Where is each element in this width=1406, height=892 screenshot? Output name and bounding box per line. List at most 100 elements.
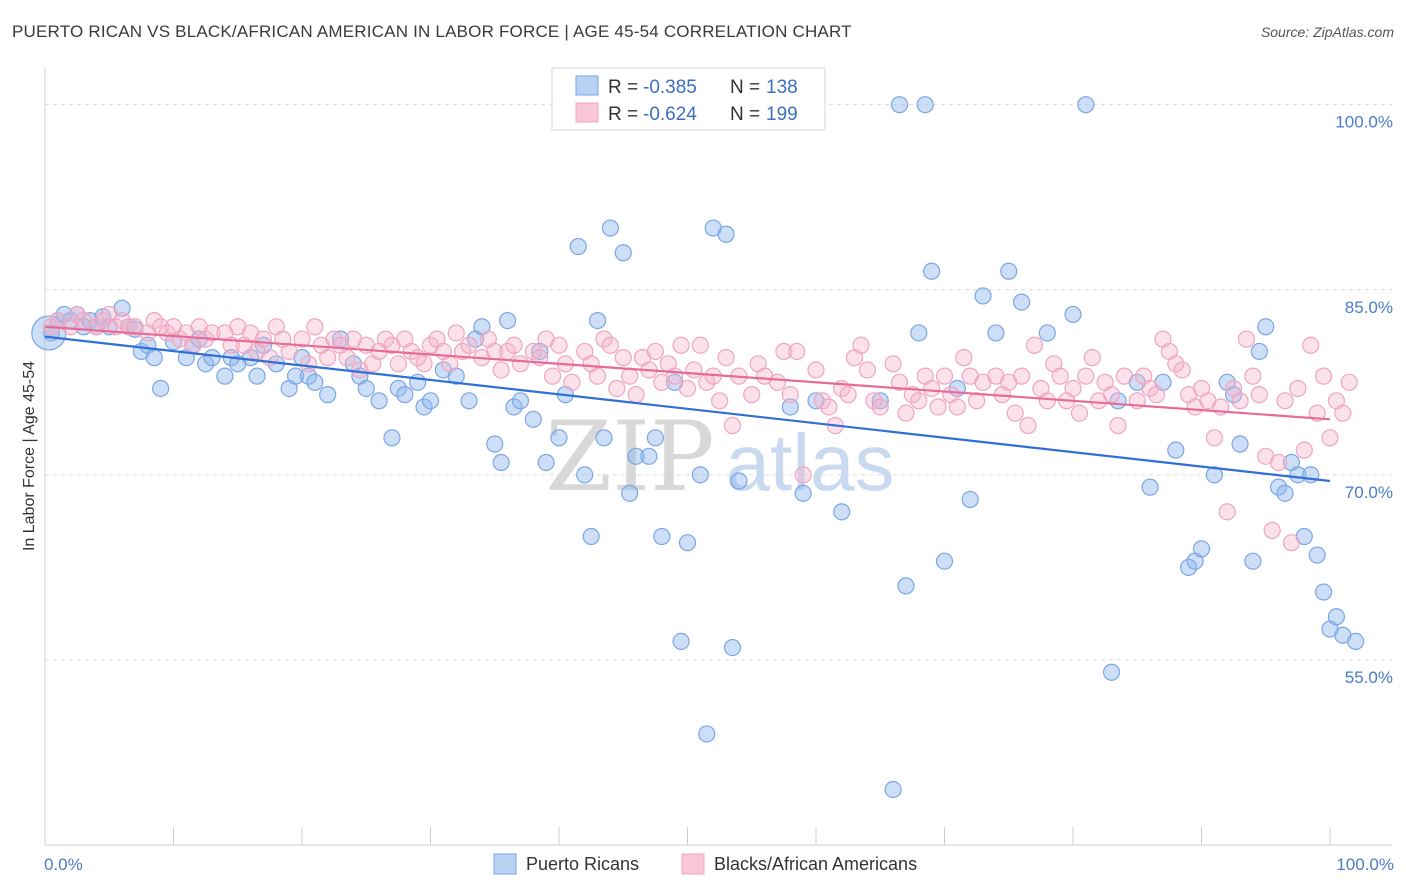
black-point-177 bbox=[1269, 453, 1288, 472]
legend-r-label-2: R = bbox=[608, 104, 638, 125]
black-point-34 bbox=[293, 330, 311, 348]
black-point-184 bbox=[1314, 367, 1333, 385]
black-point-181 bbox=[1295, 441, 1313, 459]
black-point-82 bbox=[621, 367, 639, 385]
black-point-107 bbox=[794, 466, 812, 484]
black-point-106 bbox=[788, 342, 806, 361]
black-point-148 bbox=[1077, 367, 1095, 385]
puerto-rican-point-118 bbox=[1231, 435, 1249, 453]
black-point-118 bbox=[871, 398, 889, 416]
bottom-legend-swatch-puerto-ricans bbox=[493, 853, 517, 875]
legend-r-value-1: -0.385 bbox=[643, 77, 697, 98]
puerto-rican-point-93 bbox=[910, 324, 928, 342]
black-point-169 bbox=[1218, 503, 1236, 521]
puerto-rican-point-77 bbox=[678, 534, 697, 552]
puerto-rican-point-98 bbox=[961, 490, 979, 509]
black-point-161 bbox=[1167, 355, 1185, 373]
black-point-47 bbox=[376, 330, 395, 348]
puerto-rican-point-112 bbox=[1180, 558, 1198, 576]
puerto-rican-point-109 bbox=[1141, 478, 1159, 496]
black-point-146 bbox=[1064, 379, 1082, 398]
black-point-122 bbox=[903, 386, 921, 404]
black-point-89 bbox=[666, 367, 684, 385]
puerto-rican-point-66 bbox=[588, 312, 607, 330]
puerto-rican-point-55 bbox=[505, 398, 523, 416]
black-point-22 bbox=[203, 324, 221, 342]
black-point-157 bbox=[1141, 379, 1159, 398]
black-point-179 bbox=[1282, 534, 1301, 552]
black-point-49 bbox=[389, 355, 407, 373]
black-point-158 bbox=[1147, 386, 1166, 404]
legend-r-value-2: -0.624 bbox=[643, 104, 697, 125]
black-point-10 bbox=[119, 318, 138, 336]
puerto-rican-point-86 bbox=[794, 484, 812, 502]
black-point-147 bbox=[1070, 404, 1089, 422]
puerto-rican-point-122 bbox=[1269, 478, 1288, 496]
black-point-36 bbox=[306, 318, 324, 336]
black-point-138 bbox=[1012, 367, 1031, 385]
y-tick-label-3: 55.0% bbox=[1345, 668, 1393, 687]
puerto-rican-point-102 bbox=[1012, 293, 1031, 311]
puerto-rican-point-129 bbox=[1314, 583, 1333, 601]
puerto-rican-point-133 bbox=[1347, 632, 1365, 651]
black-point-91 bbox=[678, 379, 697, 398]
black-point-86 bbox=[646, 342, 664, 361]
black-point-125 bbox=[923, 379, 941, 398]
puerto-rican-point-27 bbox=[248, 367, 266, 385]
puerto-rican-point-42 bbox=[389, 379, 407, 398]
black-point-38 bbox=[319, 349, 337, 367]
black-point-172 bbox=[1237, 330, 1256, 348]
black-point-139 bbox=[1019, 416, 1037, 435]
black-point-104 bbox=[775, 342, 793, 361]
black-point-187 bbox=[1334, 404, 1352, 422]
watermark: ZIP atlas bbox=[545, 401, 894, 513]
black-point-130 bbox=[955, 349, 973, 367]
black-point-100 bbox=[743, 386, 761, 404]
puerto-rican-point-100 bbox=[987, 324, 1005, 342]
black-point-71 bbox=[543, 367, 562, 385]
puerto-rican-point-111 bbox=[1167, 441, 1185, 459]
black-point-64 bbox=[492, 361, 510, 379]
watermark-zip: ZIP bbox=[545, 401, 714, 513]
puerto-rican-point-65 bbox=[582, 527, 600, 546]
black-point-167 bbox=[1205, 429, 1223, 447]
black-point-154 bbox=[1115, 367, 1134, 385]
black-trend-line bbox=[44, 325, 1331, 421]
legend-n-value-2: 199 bbox=[766, 104, 798, 125]
puerto-rican-point-60 bbox=[550, 429, 568, 447]
black-point-29 bbox=[254, 330, 273, 348]
black-point-110 bbox=[820, 398, 838, 416]
y-axis-label: In Labor Force | Age 45-54 bbox=[21, 361, 38, 551]
black-point-115 bbox=[852, 336, 870, 354]
puerto-rican-trend-line bbox=[44, 335, 1331, 483]
black-point-97 bbox=[717, 349, 735, 367]
puerto-rican-point-56 bbox=[511, 392, 530, 410]
puerto-rican-point-39 bbox=[357, 379, 375, 398]
chart-source: Source: ZipAtlas.com bbox=[1260, 24, 1394, 40]
puerto-rican-point-78 bbox=[691, 466, 709, 484]
puerto-rican-point-105 bbox=[1077, 96, 1095, 114]
black-point-153 bbox=[1109, 416, 1127, 435]
bottom-legend-label-puerto-ricans: Puerto Ricans bbox=[526, 854, 639, 874]
puerto-rican-point-96 bbox=[935, 552, 954, 570]
puerto-rican-point-52 bbox=[486, 435, 504, 453]
black-point-180 bbox=[1289, 379, 1307, 398]
black-point-109 bbox=[813, 392, 832, 410]
legend-swatch-puerto-ricans bbox=[575, 75, 599, 96]
puerto-rican-point-92 bbox=[897, 577, 915, 595]
x-tick-label-0: 0.0% bbox=[44, 855, 83, 874]
puerto-rican-point-114 bbox=[1192, 540, 1211, 558]
black-point-83 bbox=[627, 386, 645, 404]
black-point-171 bbox=[1231, 392, 1249, 410]
puerto-rican-point-90 bbox=[884, 780, 902, 799]
black-point-149 bbox=[1083, 349, 1101, 367]
puerto-rican-point-57 bbox=[524, 410, 542, 428]
black-point-68 bbox=[524, 342, 542, 361]
black-point-59 bbox=[454, 342, 472, 361]
puerto-rican-point-54 bbox=[499, 312, 517, 330]
black-point-137 bbox=[1006, 404, 1024, 422]
puerto-rican-point-85 bbox=[781, 398, 799, 416]
puerto-rican-point-41 bbox=[383, 429, 401, 447]
puerto-rican-point-22 bbox=[203, 349, 221, 367]
